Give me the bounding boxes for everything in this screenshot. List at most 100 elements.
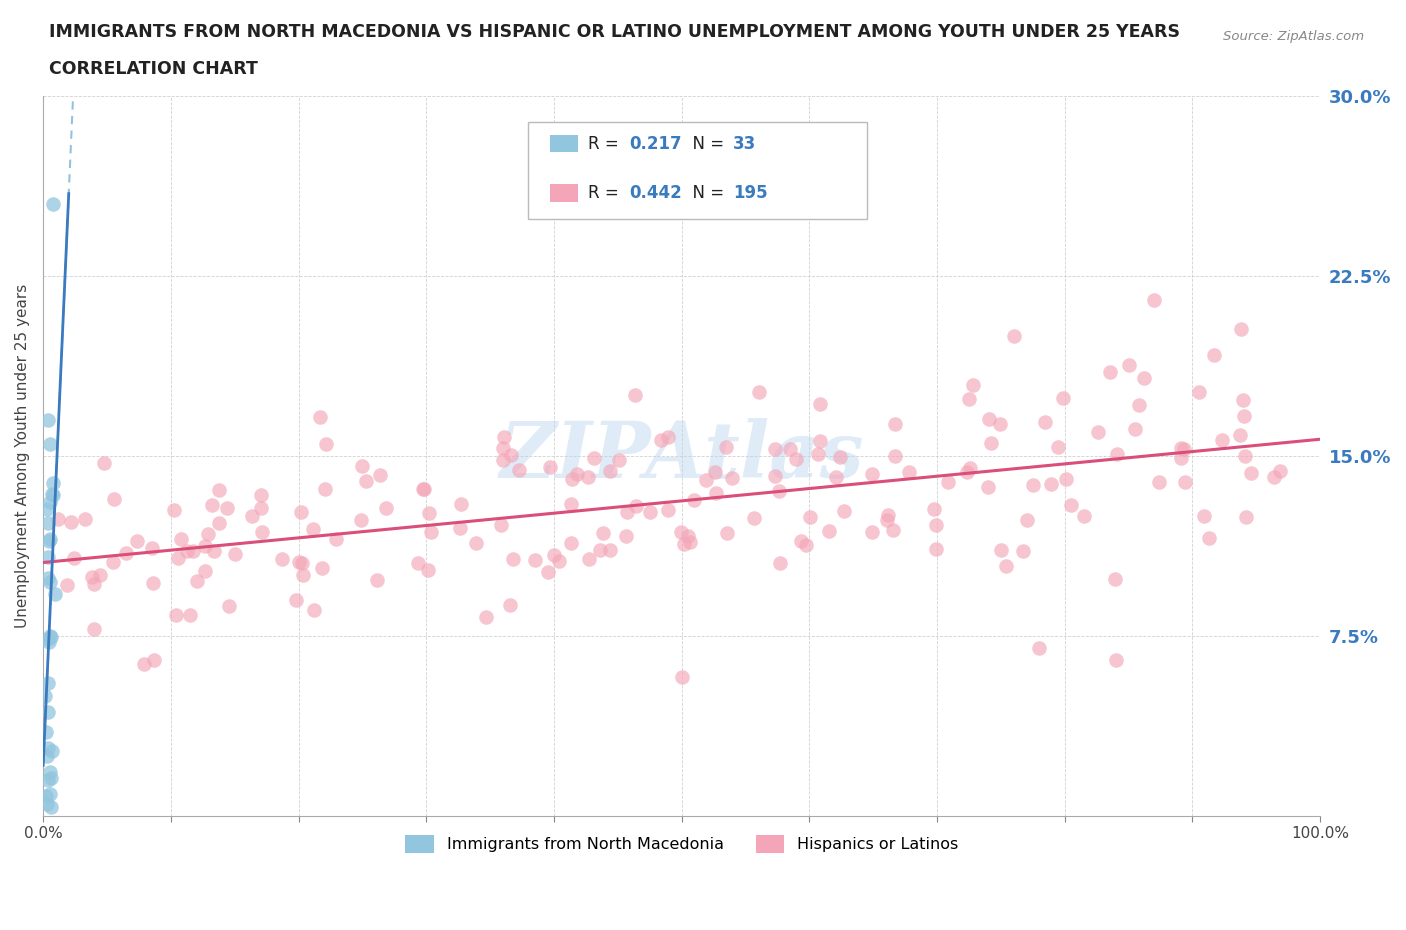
Point xyxy=(799,510,821,525)
Point xyxy=(311,561,333,576)
Point xyxy=(1099,365,1122,379)
Point xyxy=(884,417,907,432)
Text: 33: 33 xyxy=(733,135,756,153)
Point xyxy=(807,446,830,461)
Point xyxy=(208,515,231,530)
Point xyxy=(412,482,434,497)
Point xyxy=(716,525,738,540)
Point xyxy=(59,514,82,529)
Point xyxy=(925,542,948,557)
Point xyxy=(42,487,65,502)
Point xyxy=(769,555,792,570)
Point xyxy=(93,456,115,471)
Point xyxy=(1211,432,1233,447)
Text: 0.217: 0.217 xyxy=(630,135,682,153)
Point xyxy=(548,554,571,569)
Point xyxy=(1087,425,1109,440)
Point xyxy=(676,529,699,544)
Text: CORRELATION CHART: CORRELATION CHART xyxy=(49,60,259,78)
Point xyxy=(1230,322,1253,337)
Point xyxy=(808,396,831,411)
Text: N =: N = xyxy=(682,184,730,202)
Point xyxy=(1147,475,1170,490)
Point xyxy=(1073,509,1095,524)
Point xyxy=(240,509,263,524)
Point xyxy=(163,502,186,517)
Point xyxy=(763,469,786,484)
Point xyxy=(1046,440,1069,455)
Point xyxy=(201,498,224,512)
Point xyxy=(1022,478,1045,493)
Point xyxy=(366,573,388,588)
Bar xyxy=(550,135,578,153)
Point xyxy=(492,429,515,444)
Point xyxy=(576,470,599,485)
Point xyxy=(35,501,58,516)
Point xyxy=(39,532,62,547)
Point xyxy=(1033,415,1056,430)
Point xyxy=(1143,293,1166,308)
Point xyxy=(994,559,1017,574)
Point xyxy=(38,533,60,548)
Point xyxy=(1015,512,1038,527)
Point xyxy=(1133,371,1156,386)
Point xyxy=(748,384,770,399)
Point xyxy=(589,542,612,557)
Point xyxy=(63,551,86,565)
Point xyxy=(616,504,638,519)
Point xyxy=(980,435,1002,450)
Point xyxy=(354,473,377,488)
Point xyxy=(37,550,59,565)
Point xyxy=(89,567,111,582)
Point xyxy=(38,765,60,780)
Point xyxy=(39,575,62,590)
Point xyxy=(492,440,515,455)
Point xyxy=(498,598,520,613)
Point xyxy=(165,607,187,622)
Point xyxy=(39,787,62,802)
Point xyxy=(114,546,136,561)
Point xyxy=(215,501,238,516)
Point xyxy=(860,525,883,539)
Point xyxy=(46,512,69,526)
Point xyxy=(1229,428,1251,443)
Point xyxy=(936,475,959,490)
Point xyxy=(671,670,693,684)
Point xyxy=(1234,510,1257,525)
Point xyxy=(103,492,125,507)
Point xyxy=(142,652,165,667)
Point xyxy=(249,500,271,515)
Point xyxy=(561,472,583,486)
Point xyxy=(1128,397,1150,412)
Point xyxy=(1105,652,1128,667)
Point xyxy=(1012,544,1035,559)
Point xyxy=(35,724,58,739)
Point xyxy=(44,587,66,602)
Point xyxy=(876,507,898,522)
Point xyxy=(418,505,440,520)
Point xyxy=(83,576,105,591)
Point xyxy=(956,465,979,480)
Legend: Immigrants from North Macedonia, Hispanics or Latinos: Immigrants from North Macedonia, Hispani… xyxy=(399,829,965,859)
Point xyxy=(224,547,246,562)
Point xyxy=(83,622,105,637)
Point xyxy=(141,540,163,555)
Point xyxy=(42,197,65,212)
Point xyxy=(924,518,946,533)
Point xyxy=(582,450,605,465)
Point xyxy=(626,498,648,513)
Point xyxy=(810,433,832,448)
Point xyxy=(35,789,58,804)
Point xyxy=(39,770,62,785)
Text: R =: R = xyxy=(589,135,624,153)
Point xyxy=(876,512,898,527)
Point xyxy=(614,529,637,544)
Point xyxy=(1104,572,1126,587)
Point xyxy=(1060,498,1083,512)
Y-axis label: Unemployment Among Youth under 25 years: Unemployment Among Youth under 25 years xyxy=(15,284,30,628)
Point xyxy=(1174,474,1197,489)
Point xyxy=(142,576,165,591)
Point xyxy=(501,447,523,462)
Point xyxy=(412,482,434,497)
Point xyxy=(578,551,600,566)
